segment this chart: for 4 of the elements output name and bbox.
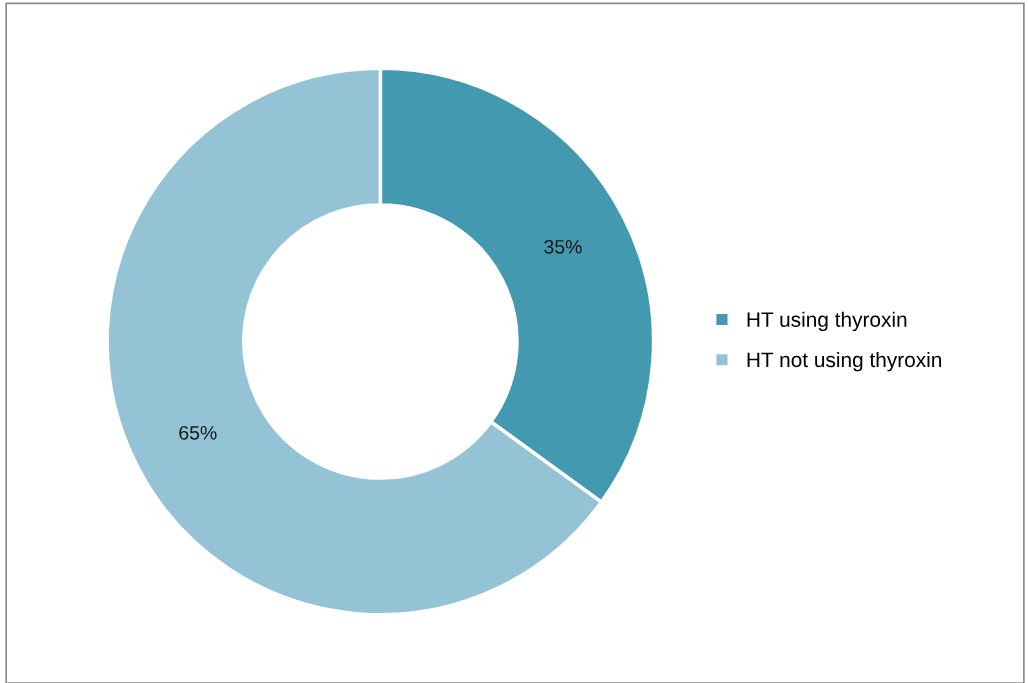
data-label: 35% <box>544 239 582 254</box>
data-label: 65% <box>179 425 217 440</box>
legend-label: HT not using thyroxin <box>747 351 942 372</box>
legend-label: HT using thyroxin <box>747 311 907 332</box>
